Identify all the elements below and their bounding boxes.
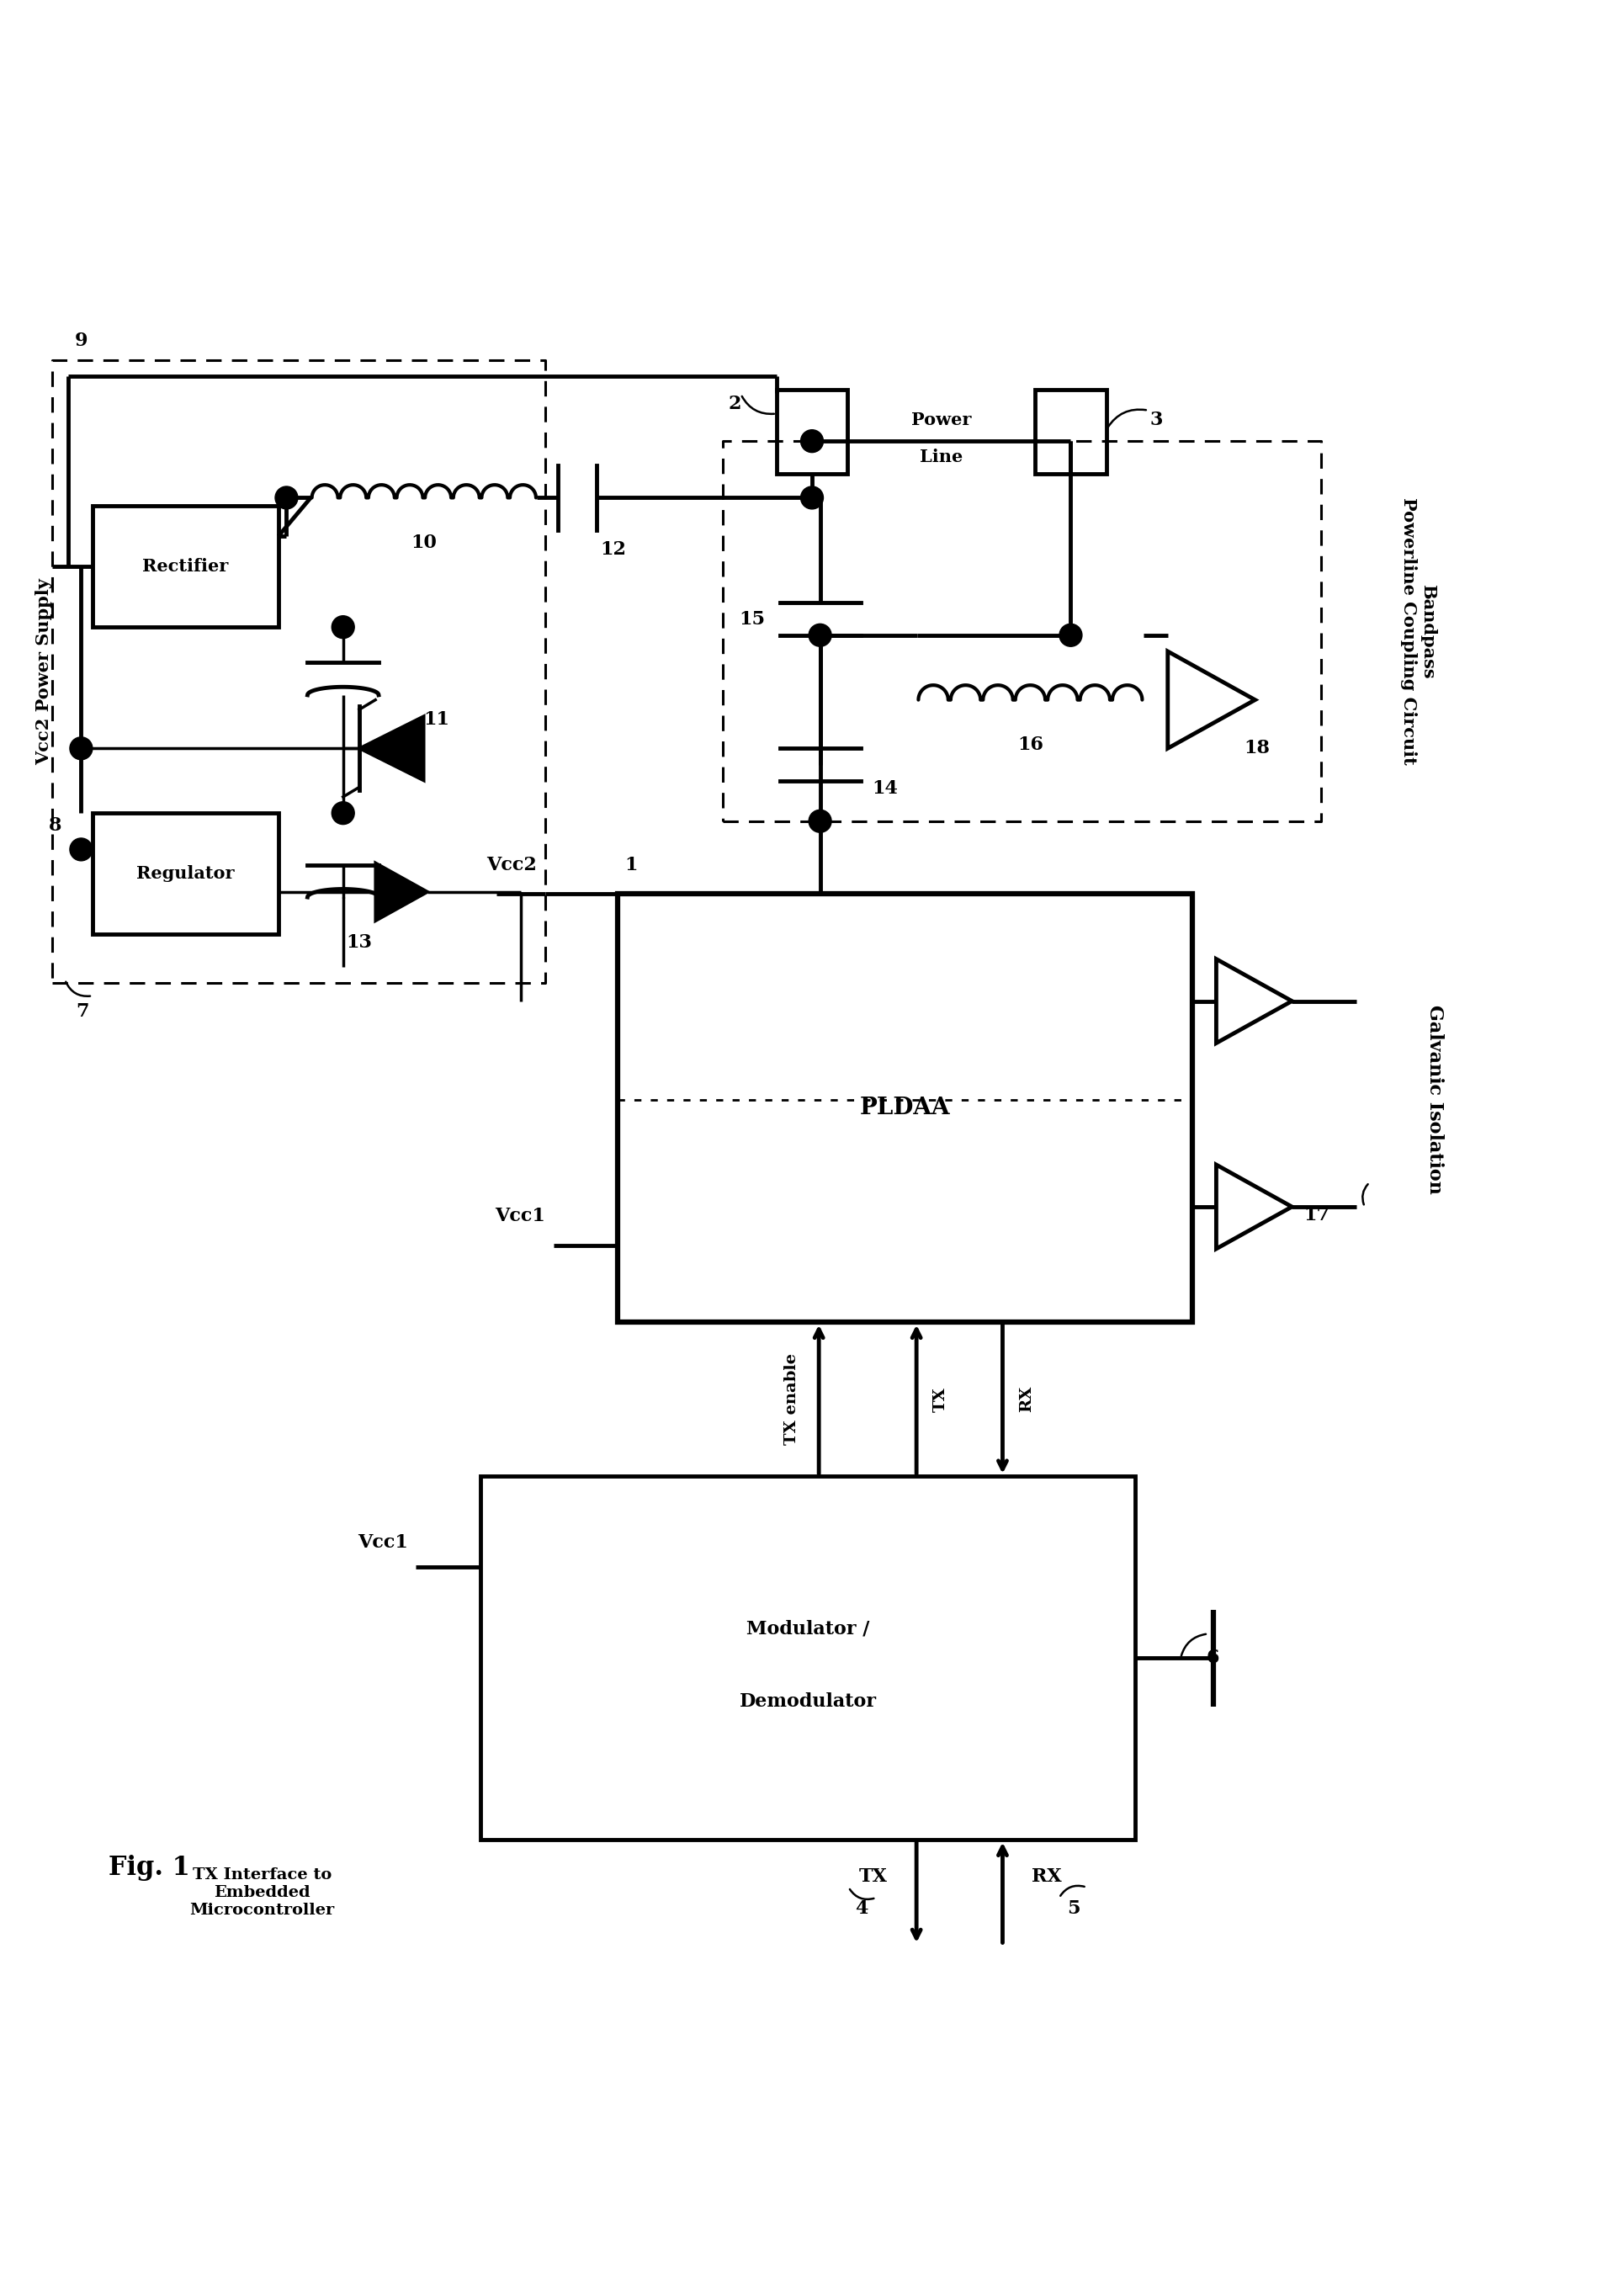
Text: PLDAA: PLDAA xyxy=(859,1098,950,1121)
Text: 17: 17 xyxy=(1304,1205,1330,1225)
Text: TX: TX xyxy=(932,1387,948,1412)
Circle shape xyxy=(274,486,297,509)
Circle shape xyxy=(70,736,93,759)
Text: Rectifier: Rectifier xyxy=(143,559,229,575)
Text: 12: 12 xyxy=(599,541,627,559)
Polygon shape xyxy=(1216,1164,1293,1248)
Text: 4: 4 xyxy=(854,1898,867,1918)
Polygon shape xyxy=(1216,959,1293,1043)
Circle shape xyxy=(801,486,823,509)
Text: 14: 14 xyxy=(872,780,898,798)
Text: 8: 8 xyxy=(49,816,62,834)
Circle shape xyxy=(809,809,831,832)
Text: 11: 11 xyxy=(424,709,450,730)
Bar xyxy=(93,814,278,934)
Text: 13: 13 xyxy=(346,934,372,952)
Text: TX: TX xyxy=(859,1868,887,1887)
Circle shape xyxy=(331,616,354,639)
Text: Vcc1: Vcc1 xyxy=(495,1207,546,1225)
Circle shape xyxy=(801,430,823,452)
Bar xyxy=(776,389,848,473)
Text: Line: Line xyxy=(919,448,963,466)
Text: RX: RX xyxy=(1018,1387,1034,1412)
Text: 15: 15 xyxy=(739,609,765,627)
Text: 10: 10 xyxy=(411,534,437,552)
Text: 18: 18 xyxy=(1244,739,1270,757)
Text: 5: 5 xyxy=(1067,1898,1080,1918)
Text: Galvanic Isolation: Galvanic Isolation xyxy=(1426,1005,1444,1193)
Text: 1: 1 xyxy=(624,855,637,875)
Text: Vcc2 Power Supply: Vcc2 Power Supply xyxy=(36,577,52,766)
Text: 6: 6 xyxy=(1207,1648,1220,1668)
Polygon shape xyxy=(1168,652,1255,748)
Circle shape xyxy=(809,623,831,646)
Bar xyxy=(93,507,278,627)
Bar xyxy=(481,1475,1135,1839)
Polygon shape xyxy=(359,716,424,780)
Text: 16: 16 xyxy=(1017,736,1043,755)
Bar xyxy=(1034,389,1106,473)
Text: 3: 3 xyxy=(1150,411,1163,430)
Text: TX enable: TX enable xyxy=(784,1352,799,1446)
Text: Vcc1: Vcc1 xyxy=(357,1534,408,1552)
Polygon shape xyxy=(375,864,427,921)
Text: Power: Power xyxy=(911,411,971,430)
Text: RX: RX xyxy=(1031,1868,1062,1887)
Circle shape xyxy=(331,802,354,825)
Text: Fig. 1: Fig. 1 xyxy=(109,1855,190,1880)
Text: 7: 7 xyxy=(76,1002,89,1021)
Bar xyxy=(619,893,1192,1323)
Text: 9: 9 xyxy=(75,332,88,350)
Circle shape xyxy=(1059,623,1082,646)
Text: Regulator: Regulator xyxy=(136,866,234,882)
Text: Demodulator: Demodulator xyxy=(739,1693,877,1712)
Text: Vcc2: Vcc2 xyxy=(487,855,538,875)
Text: 2: 2 xyxy=(728,396,741,414)
Circle shape xyxy=(70,839,93,861)
Text: Bandpass
Powerline Coupling Circuit: Bandpass Powerline Coupling Circuit xyxy=(1400,498,1437,764)
Text: Modulator /: Modulator / xyxy=(747,1621,869,1639)
Text: TX Interface to
Embedded
Microcontroller: TX Interface to Embedded Microcontroller xyxy=(190,1868,335,1918)
